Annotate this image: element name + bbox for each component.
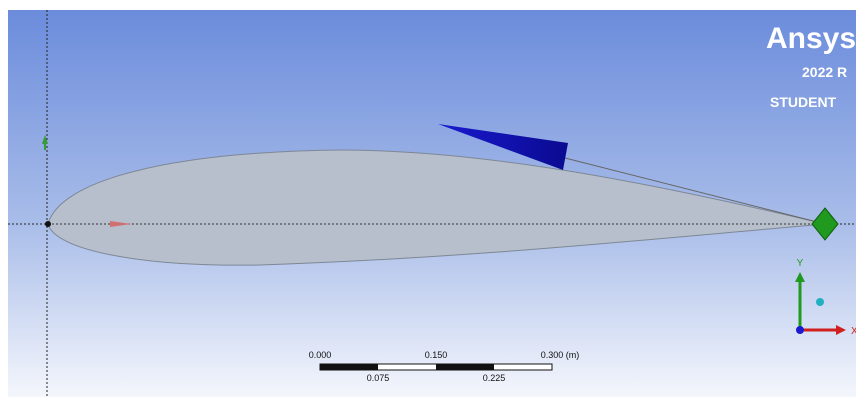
scale-label: 0.000 [309, 350, 332, 360]
scale-label: 0.075 [367, 373, 390, 383]
triad-iso [816, 298, 824, 306]
scale-bar-segment [320, 364, 378, 370]
origin-point [45, 221, 51, 227]
brand-release: 2022 R [802, 64, 847, 80]
triad-x-label: X [851, 326, 856, 337]
scale-bar-segment [436, 364, 494, 370]
scale-label: 0.150 [425, 350, 448, 360]
brand-edition: STUDENT [770, 94, 837, 110]
viewport: Ansys 2022 R STUDENT 0.000 0.150 0.300 (… [0, 0, 856, 397]
scale-label: 0.225 [483, 373, 506, 383]
triad-y-label: Y [797, 258, 804, 269]
triad-origin [796, 326, 804, 334]
scale-label: 0.300 (m) [541, 350, 580, 360]
brand-product: Ansys [766, 22, 856, 55]
page: {"branding": {"product": "Ansys", "relea… [0, 0, 856, 397]
